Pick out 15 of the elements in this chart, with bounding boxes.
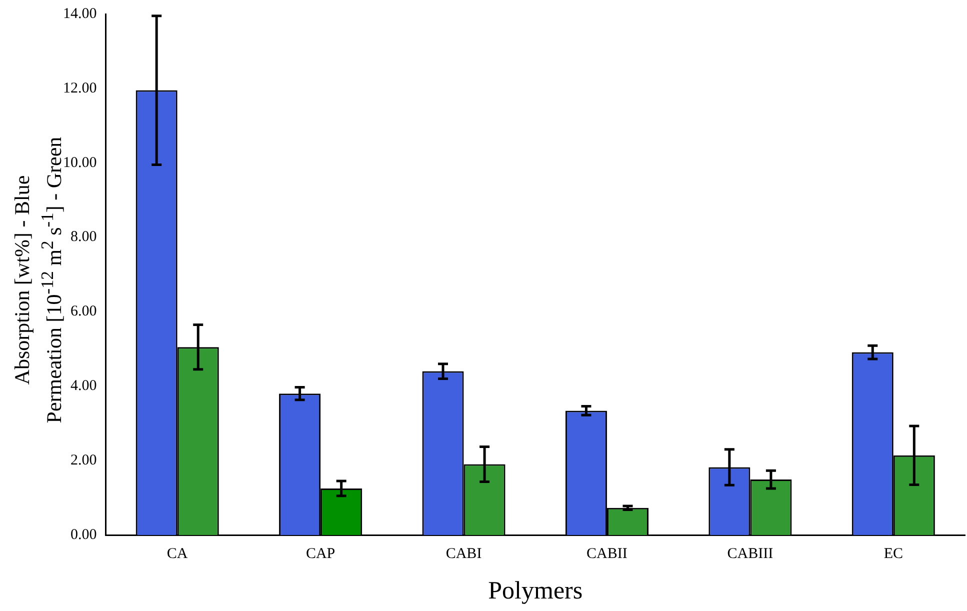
x-tick-label: CAP	[306, 546, 336, 562]
x-tick-label: CABI	[446, 546, 482, 562]
y-tick-label: 6.00	[70, 304, 97, 320]
y-tick-label: 12.00	[63, 80, 97, 96]
x-tick-label: CABII	[586, 546, 628, 562]
y-tick-label: 4.00	[70, 378, 97, 394]
y-tick-label: 0.00	[70, 526, 97, 543]
y-tick-label: 14.00	[63, 6, 97, 22]
x-tick-label: CA	[166, 546, 188, 562]
y-tick-label: 8.00	[70, 229, 97, 246]
y-tick-label: 2.00	[70, 452, 97, 469]
x-tick-label: CABIII	[727, 546, 774, 562]
y-tick-label: 10.00	[63, 154, 97, 171]
x-tick-label: EC	[884, 546, 903, 562]
x-axis-title: Polymers	[488, 578, 583, 605]
